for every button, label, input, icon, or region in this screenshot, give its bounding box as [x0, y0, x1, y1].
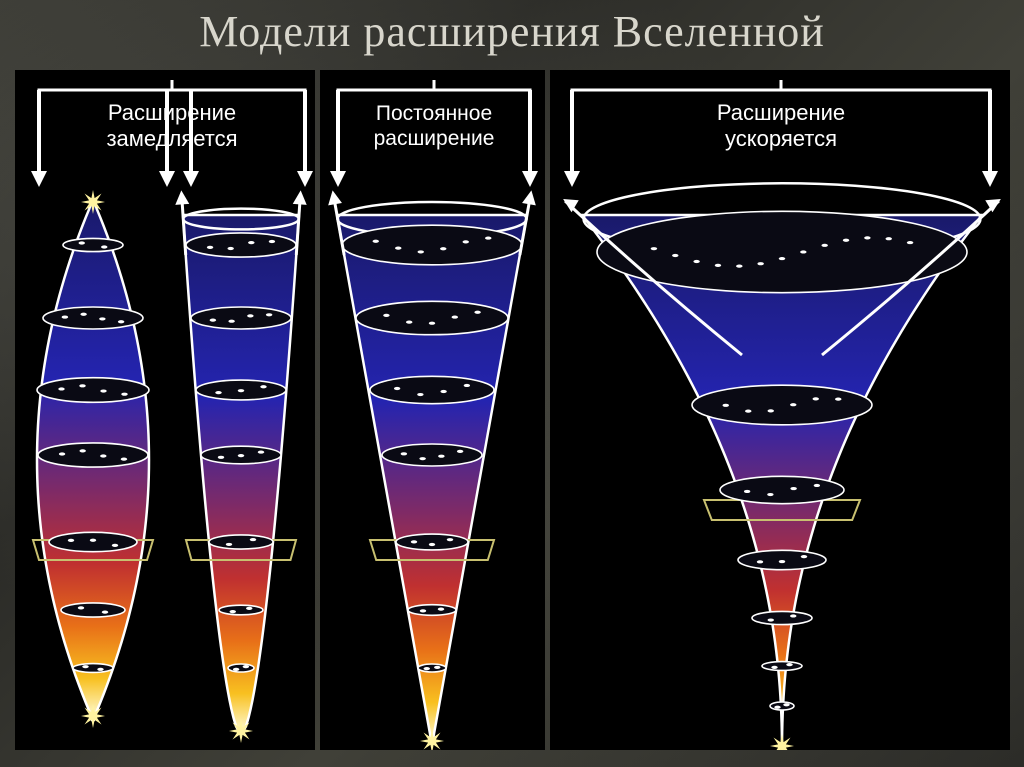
- panel-accelerating: Расширениеускоряется: [550, 70, 1010, 750]
- model-label-line: Расширение: [717, 100, 845, 125]
- model-label-line: расширение: [374, 127, 495, 150]
- panel-constant: Постоянноерасширение: [320, 70, 545, 750]
- model-label-line: Расширение: [108, 100, 236, 125]
- model-label-line: Постоянное: [376, 102, 492, 125]
- model-label-line: ускоряется: [725, 126, 837, 151]
- slide-root: Модели расширения Вселенной Расширениеза…: [0, 0, 1024, 767]
- panel-decelerating: Расширениезамедляется: [15, 70, 315, 750]
- slide-title: Модели расширения Вселенной: [0, 6, 1024, 57]
- model-label-line: замедляется: [106, 126, 237, 151]
